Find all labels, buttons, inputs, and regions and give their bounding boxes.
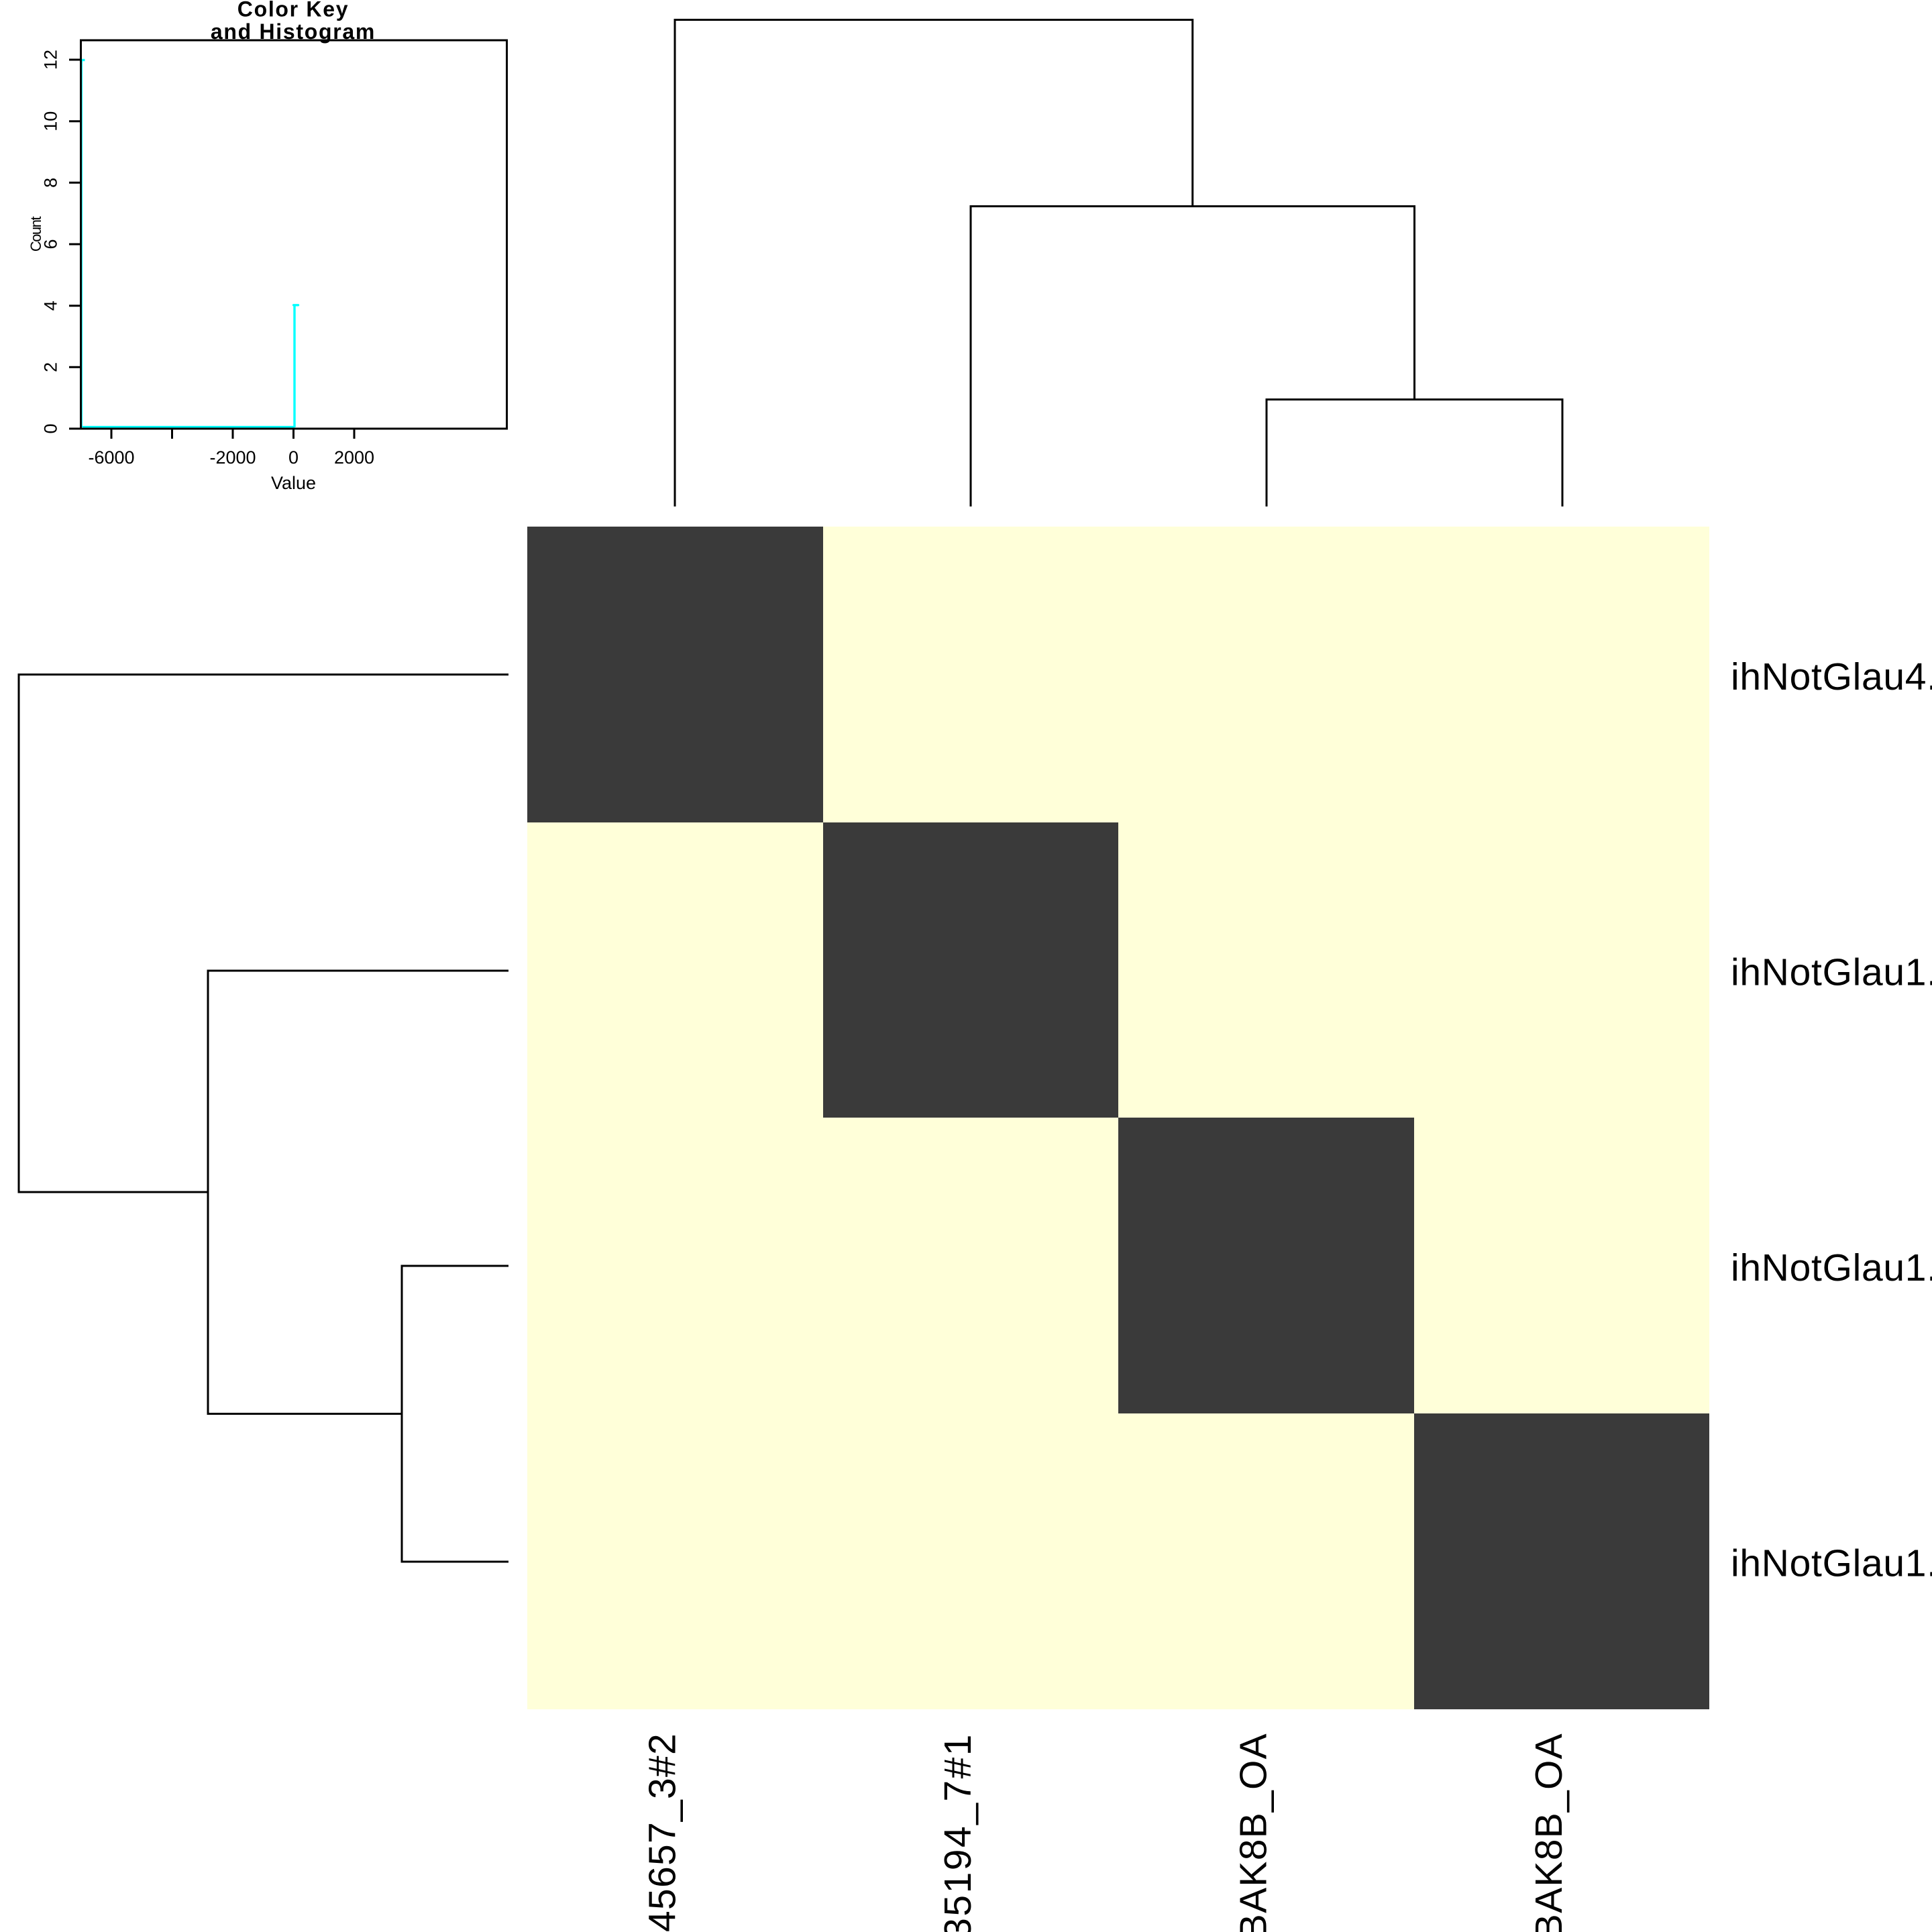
svg-text:_BAK8B_OA: _BAK8B_OA [1527,1733,1570,1932]
svg-text:0: 0 [288,447,299,468]
svg-text:-2000: -2000 [209,447,256,468]
svg-text:6: 6 [41,239,61,249]
svg-text:8: 8 [41,178,61,188]
svg-text:Value: Value [271,473,316,493]
svg-text:10: 10 [41,111,61,131]
svg-text:35194_7#1: 35194_7#1 [936,1733,979,1932]
svg-text:-6000: -6000 [88,447,134,468]
svg-text:0: 0 [41,423,61,433]
svg-text:ihNotGlau4.: ihNotGlau4. [1731,655,1932,698]
svg-text:4: 4 [41,301,61,311]
svg-text:12: 12 [41,50,61,70]
svg-text:Color Key: Color Key [237,0,349,21]
svg-text:2000: 2000 [334,447,374,468]
svg-text:and Histogram: and Histogram [211,19,376,44]
svg-text:_BAK8B_OA: _BAK8B_OA [1232,1733,1275,1932]
svg-text:Count: Count [28,217,44,252]
svg-text:2: 2 [41,362,61,372]
svg-text:45657_3#2: 45657_3#2 [641,1733,684,1932]
svg-text:ihNotGlau1.: ihNotGlau1. [1731,1246,1932,1289]
svg-text:ihNotGlau1.: ihNotGlau1. [1731,1542,1932,1585]
svg-text:ihNotGlau1.: ihNotGlau1. [1731,951,1932,994]
